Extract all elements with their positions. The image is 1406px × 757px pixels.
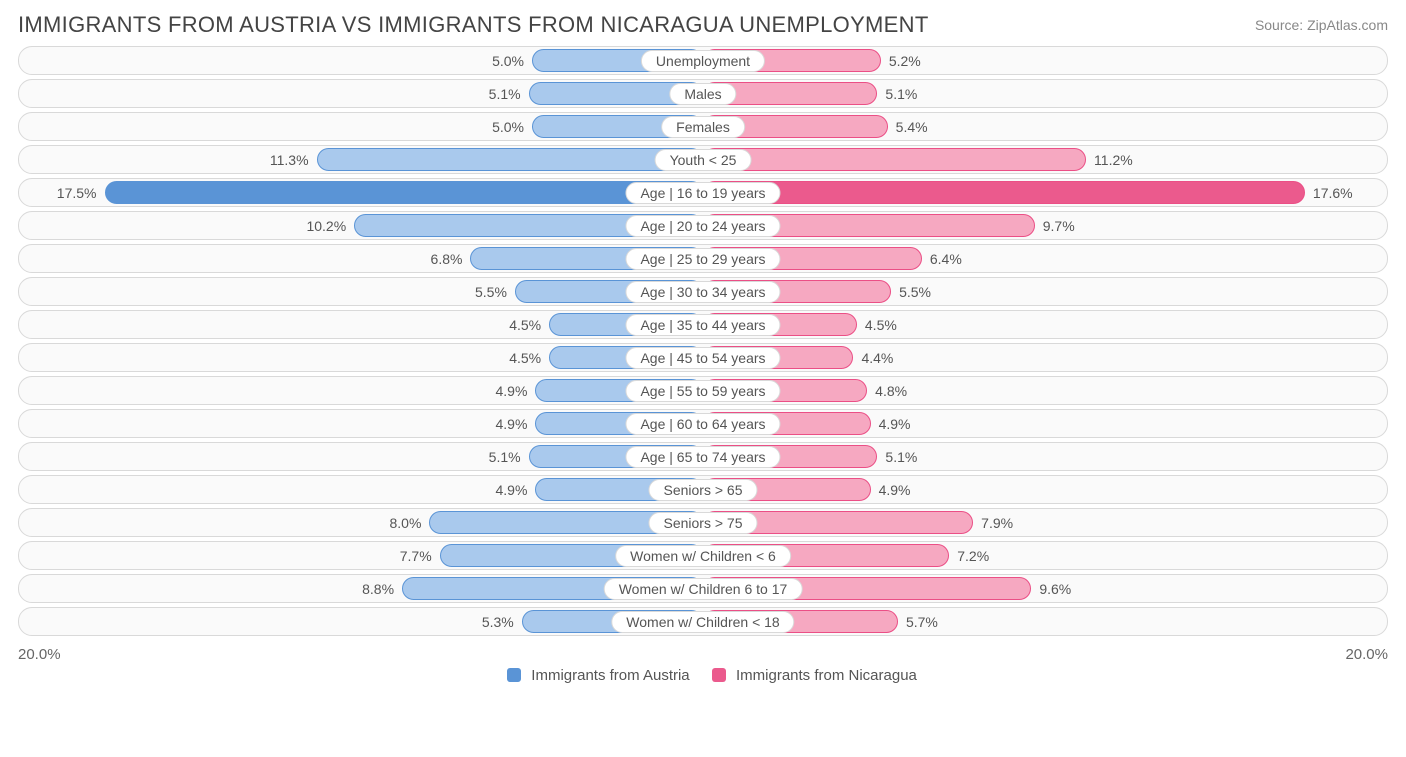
value-label-right: 5.5%	[899, 284, 931, 300]
value-label-left: 4.9%	[496, 482, 528, 498]
chart-row: 4.9% 4.8% Age | 55 to 59 years	[18, 376, 1388, 405]
category-label: Women w/ Children < 6	[615, 545, 791, 567]
chart-row: 11.3% 11.2% Youth < 25	[18, 145, 1388, 174]
butterfly-chart: 5.0% 5.2% Unemployment 5.1% 5.1% Males 5.0% 5.4…	[0, 46, 1406, 644]
value-label-right: 4.4%	[861, 350, 893, 366]
value-label-right: 6.4%	[930, 251, 962, 267]
legend-label-right: Immigrants from Nicaragua	[736, 667, 917, 684]
value-label-left: 10.2%	[306, 218, 346, 234]
value-label-left: 4.9%	[496, 383, 528, 399]
value-label-right: 17.6%	[1313, 185, 1353, 201]
value-label-right: 5.1%	[885, 86, 917, 102]
value-label-left: 5.1%	[489, 86, 521, 102]
value-label-left: 5.3%	[482, 614, 514, 630]
chart-row: 5.5% 5.5% Age | 30 to 34 years	[18, 277, 1388, 306]
category-label: Seniors > 65	[649, 479, 758, 501]
bar-left	[317, 148, 703, 171]
legend-swatch-left	[507, 668, 521, 682]
value-label-left: 5.0%	[492, 53, 524, 69]
value-label-right: 4.9%	[879, 416, 911, 432]
value-label-left: 8.0%	[389, 515, 421, 531]
category-label: Age | 60 to 64 years	[625, 413, 780, 435]
value-label-left: 7.7%	[400, 548, 432, 564]
legend: Immigrants from Austria Immigrants from …	[0, 663, 1406, 696]
bar-left	[105, 181, 704, 204]
bar-right	[703, 148, 1086, 171]
category-label: Age | 16 to 19 years	[625, 182, 780, 204]
value-label-left: 4.5%	[509, 350, 541, 366]
chart-row: 10.2% 9.7% Age | 20 to 24 years	[18, 211, 1388, 240]
value-label-left: 5.5%	[475, 284, 507, 300]
chart-row: 8.0% 7.9% Seniors > 75	[18, 508, 1388, 537]
legend-swatch-right	[712, 668, 726, 682]
value-label-right: 5.1%	[885, 449, 917, 465]
category-label: Seniors > 75	[649, 512, 758, 534]
source-text: Source: ZipAtlas.com	[1255, 17, 1388, 33]
value-label-left: 8.8%	[362, 581, 394, 597]
category-label: Youth < 25	[655, 149, 752, 171]
category-label: Age | 55 to 59 years	[625, 380, 780, 402]
chart-row: 5.0% 5.2% Unemployment	[18, 46, 1388, 75]
value-label-right: 5.2%	[889, 53, 921, 69]
chart-row: 7.7% 7.2% Women w/ Children < 6	[18, 541, 1388, 570]
chart-row: 6.8% 6.4% Age | 25 to 29 years	[18, 244, 1388, 273]
value-label-right: 4.5%	[865, 317, 897, 333]
chart-row: 4.5% 4.5% Age | 35 to 44 years	[18, 310, 1388, 339]
value-label-left: 4.9%	[496, 416, 528, 432]
value-label-left: 17.5%	[57, 185, 97, 201]
category-label: Age | 35 to 44 years	[625, 314, 780, 336]
value-label-left: 5.0%	[492, 119, 524, 135]
chart-row: 8.8% 9.6% Women w/ Children 6 to 17	[18, 574, 1388, 603]
page-title: IMMIGRANTS FROM AUSTRIA VS IMMIGRANTS FR…	[18, 12, 929, 38]
axis-right-max: 20.0%	[1345, 646, 1388, 663]
value-label-right: 9.6%	[1039, 581, 1071, 597]
chart-row: 5.3% 5.7% Women w/ Children < 18	[18, 607, 1388, 636]
legend-label-left: Immigrants from Austria	[531, 667, 689, 684]
value-label-left: 6.8%	[431, 251, 463, 267]
value-label-left: 11.3%	[270, 152, 309, 168]
chart-row: 5.1% 5.1% Males	[18, 79, 1388, 108]
category-label: Age | 30 to 34 years	[625, 281, 780, 303]
value-label-right: 11.2%	[1094, 152, 1133, 168]
chart-row: 4.5% 4.4% Age | 45 to 54 years	[18, 343, 1388, 372]
value-label-right: 5.4%	[896, 119, 928, 135]
value-label-left: 5.1%	[489, 449, 521, 465]
chart-row: 4.9% 4.9% Seniors > 65	[18, 475, 1388, 504]
category-label: Women w/ Children < 18	[611, 611, 794, 633]
chart-row: 17.5% 17.6% Age | 16 to 19 years	[18, 178, 1388, 207]
value-label-left: 4.5%	[509, 317, 541, 333]
value-label-right: 5.7%	[906, 614, 938, 630]
value-label-right: 4.8%	[875, 383, 907, 399]
value-label-right: 7.9%	[981, 515, 1013, 531]
category-label: Males	[669, 83, 736, 105]
category-label: Females	[661, 116, 745, 138]
bar-right	[703, 181, 1305, 204]
category-label: Age | 20 to 24 years	[625, 215, 780, 237]
value-label-right: 7.2%	[957, 548, 989, 564]
category-label: Age | 45 to 54 years	[625, 347, 780, 369]
value-label-right: 9.7%	[1043, 218, 1075, 234]
value-label-right: 4.9%	[879, 482, 911, 498]
chart-row: 4.9% 4.9% Age | 60 to 64 years	[18, 409, 1388, 438]
category-label: Age | 65 to 74 years	[625, 446, 780, 468]
chart-row: 5.0% 5.4% Females	[18, 112, 1388, 141]
category-label: Women w/ Children 6 to 17	[604, 578, 803, 600]
axis-left-max: 20.0%	[18, 646, 61, 663]
category-label: Unemployment	[641, 50, 765, 72]
category-label: Age | 25 to 29 years	[625, 248, 780, 270]
chart-row: 5.1% 5.1% Age | 65 to 74 years	[18, 442, 1388, 471]
